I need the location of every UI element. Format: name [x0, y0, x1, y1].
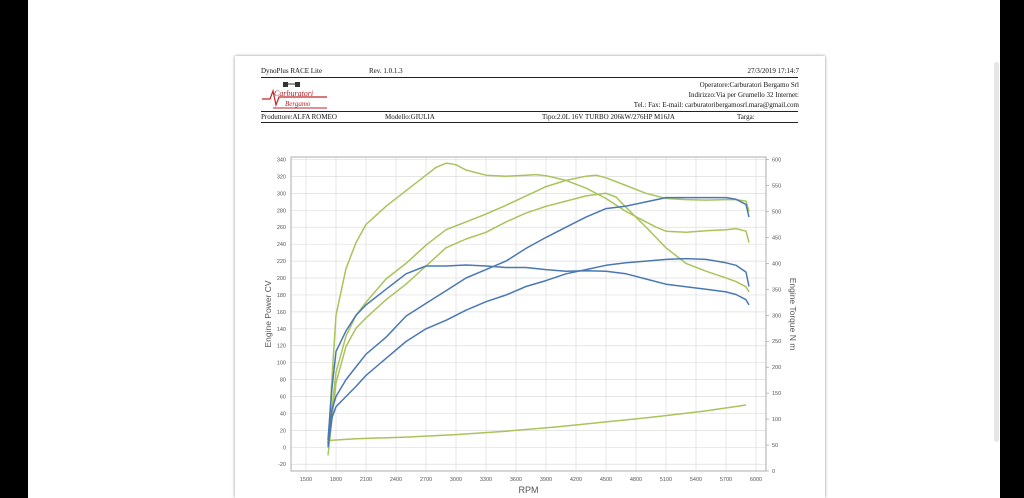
right-dark-margin	[1000, 0, 1024, 498]
x-tick-label: 3000	[450, 477, 462, 483]
header-rule-middle	[261, 111, 798, 112]
y2-tick-label: 300	[772, 313, 781, 319]
y2-tick-label: 150	[772, 391, 781, 397]
y-tick-label: 0	[283, 445, 286, 451]
y-tick-label: 120	[277, 344, 286, 350]
y-tick-label: 340	[277, 158, 286, 164]
y2-axis-label: Engine Torque N m	[788, 278, 798, 351]
y-tick-label: 140	[277, 327, 286, 333]
model-info: Modello:GIULIA	[385, 113, 435, 121]
plot-frame	[290, 156, 767, 472]
contact-info: Tel.: Fax: E-mail: carburatoribergamosrl…	[633, 101, 799, 109]
y2-tick-label: 0	[772, 469, 775, 475]
y-tick-label: 260	[277, 225, 286, 231]
y-tick-label: 180	[277, 293, 286, 299]
y-tick-label: -20	[278, 462, 286, 468]
document-viewer[interactable]: DynoPlus RACE Lite Rev. 1.0.1.3 27/3/201…	[28, 0, 1003, 498]
x-tick-label: 5100	[660, 477, 672, 483]
x-tick-label: 4200	[570, 477, 582, 483]
y-axis-label: Engine Power CV	[263, 280, 273, 347]
dyno-chart: -20 0 20 40 60 80 100 120 140 160 180 200 220 240 260 2…	[263, 156, 798, 495]
logo-text-line2: Bergamo	[285, 100, 311, 108]
vertical-scrollbar[interactable]	[994, 62, 1000, 442]
series-line-6	[327, 196, 750, 444]
y-tick-label: 220	[277, 259, 286, 265]
x-tick-label: 6000	[750, 477, 762, 483]
series-line-5	[327, 264, 750, 440]
series-line-2	[327, 174, 750, 446]
y-tick-label: 300	[277, 191, 286, 197]
y-tick-label: 100	[277, 361, 286, 367]
company-logo: Carburatori Bergamo	[261, 80, 329, 110]
y2-tick-label: 600	[772, 158, 781, 164]
x-tick-label: 3600	[510, 477, 522, 483]
x-tick-label: 4800	[630, 477, 642, 483]
y-tick-label: 280	[277, 208, 286, 214]
header-rule-bottom	[261, 122, 798, 123]
x-tick-label: 3300	[480, 477, 492, 483]
y2-tick-label: 550	[772, 184, 781, 190]
y2-tick-label: 50	[772, 443, 778, 449]
logo-text-line1: Carburatori	[274, 89, 313, 98]
dyno-report-page: DynoPlus RACE Lite Rev. 1.0.1.3 27/3/201…	[235, 56, 825, 498]
address-info: Indirizzo:Via per Grumello 32 Internet:	[688, 91, 799, 99]
y-tick-label: 320	[277, 174, 286, 180]
y2-tick-label: 400	[772, 261, 781, 267]
revision-label: Rev. 1.0.1.3	[369, 67, 403, 75]
y-tick-label: 160	[277, 310, 286, 316]
software-name: DynoPlus RACE Lite	[261, 67, 323, 75]
header-rule-top	[261, 77, 798, 78]
x-tick-label: 5400	[690, 477, 702, 483]
left-dark-margin	[0, 0, 28, 498]
x-tick-label: 2700	[420, 477, 432, 483]
series-line-7	[327, 257, 750, 448]
x-tick-label: 1800	[330, 477, 342, 483]
x-axis-label: RPM	[519, 485, 539, 495]
series-line-4	[327, 404, 747, 442]
chart-ticks: -20 0 20 40 60 80 100 120 140 160 180 200 220 240 260 2…	[277, 158, 781, 483]
logo-graphic: Carburatori Bergamo	[262, 82, 327, 109]
report-datetime: 27/3/2019 17:14:7	[747, 67, 799, 75]
y2-tick-label: 500	[772, 209, 781, 215]
series-line-3	[327, 192, 750, 456]
x-tick-label: 2400	[390, 477, 402, 483]
plate-info: Targa:	[737, 113, 755, 121]
manufacturer-info: Produttore:ALFA ROMEO	[261, 113, 337, 121]
y2-tick-label: 250	[772, 339, 781, 345]
y-tick-label: 240	[277, 242, 286, 248]
chart-series-group	[327, 162, 750, 456]
y-tick-label: 20	[280, 428, 286, 434]
y2-tick-label: 450	[772, 235, 781, 241]
y-tick-label: 80	[280, 378, 286, 384]
x-tick-label: 1500	[300, 477, 312, 483]
y-tick-label: 200	[277, 276, 286, 282]
x-tick-label: 4500	[600, 477, 612, 483]
chart-grid	[291, 157, 766, 471]
operator-info: Operatore:Carburatori Bergamo Srl	[699, 81, 799, 89]
engine-type-info: Tipo:2.0L 16V TURBO 206kW/276HP M16JA	[542, 113, 675, 121]
y2-tick-label: 350	[772, 287, 781, 293]
x-tick-label: 2100	[360, 477, 372, 483]
series-line-1	[327, 162, 750, 446]
y2-tick-label: 200	[772, 365, 781, 371]
y-tick-label: 40	[280, 411, 286, 417]
x-tick-label: 3900	[540, 477, 552, 483]
y2-tick-label: 100	[772, 417, 781, 423]
x-tick-label: 5700	[720, 477, 732, 483]
scrollbar-thumb[interactable]	[994, 62, 999, 442]
y-tick-label: 60	[280, 395, 286, 401]
